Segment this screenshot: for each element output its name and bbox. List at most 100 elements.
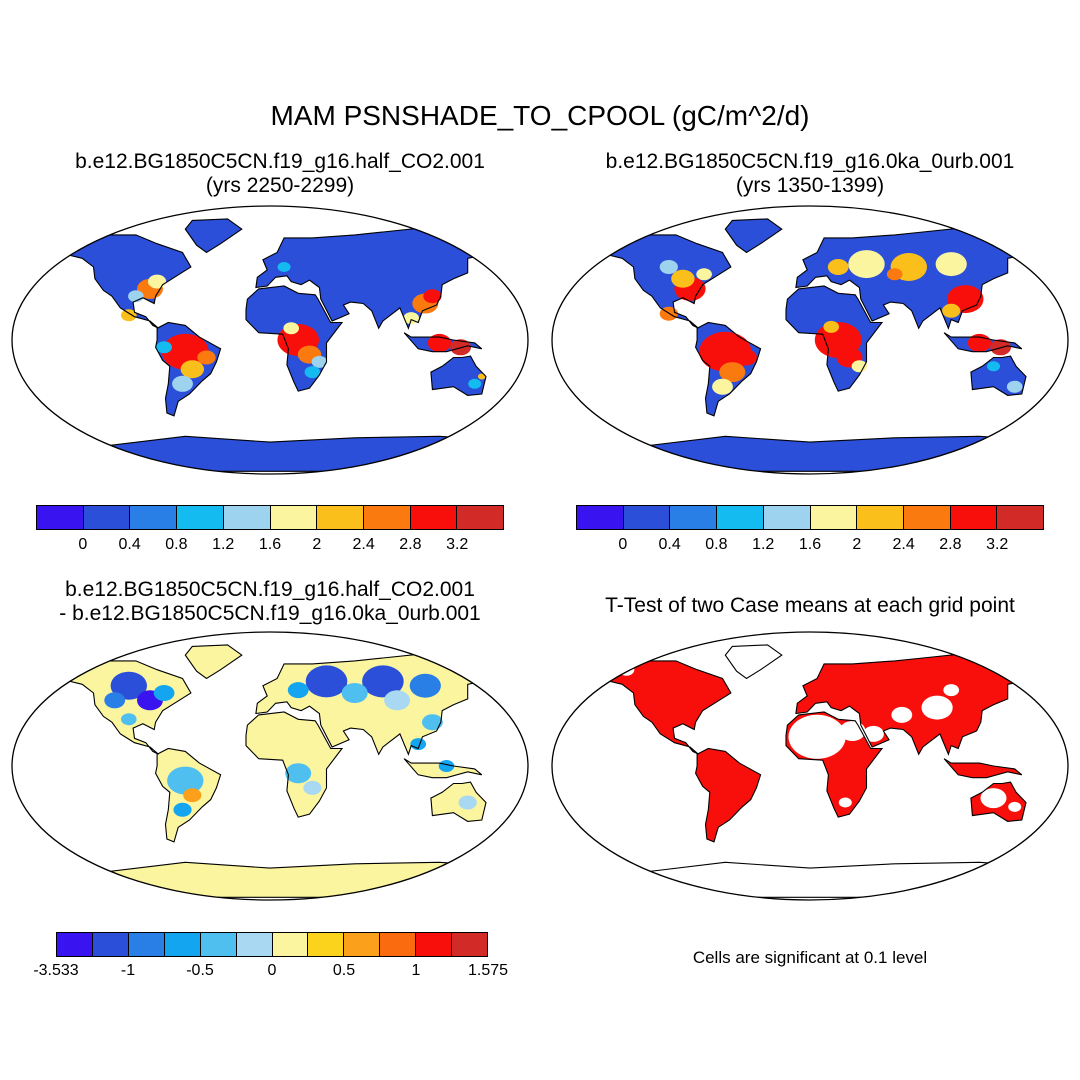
colorbar-tick-label: 1.2 [212, 536, 235, 553]
colorbar-swatch [272, 933, 309, 956]
colorbar-swatch [903, 506, 951, 529]
coastline-eurasia [795, 227, 1063, 330]
panel-3-colorbar [56, 932, 488, 957]
panel-2-title-line1: b.e12.BG1850C5CN.f19_g16.0ka_0urb.001 [605, 150, 1015, 173]
field-patch [156, 341, 172, 354]
panel-4-title-line1: T-Test of two Case means at each grid po… [605, 594, 1015, 617]
colorbar-swatch [416, 933, 453, 956]
colorbar-swatch [164, 933, 201, 956]
colorbar-tick-label: 0.8 [705, 536, 728, 553]
coastline-greenland [184, 644, 243, 680]
field-patch [736, 349, 757, 366]
field-patch [121, 309, 137, 322]
field-patch [148, 274, 167, 289]
colorbar-tick-label: 2.4 [352, 536, 375, 553]
panel-1-map [11, 205, 529, 475]
coastline-indonesia [943, 758, 1023, 779]
colorbar-tick-label: 0 [78, 536, 88, 553]
colorbar-tick-label: 3.2 [446, 536, 469, 553]
colorbar-tick-label: -3.533 [33, 962, 79, 979]
colorbar-swatch [308, 933, 345, 956]
panel-3-title: b.e12.BG1850C5CN.f19_g16.half_CO2.001 - … [20, 578, 520, 626]
colorbar-tick-label: 0.8 [165, 536, 188, 553]
field-patch [851, 360, 868, 373]
field-patch [935, 252, 967, 277]
field-patch [311, 355, 328, 368]
field-patch [1008, 801, 1022, 812]
coastline-antarctica [555, 435, 1065, 472]
field-patch [719, 362, 746, 383]
field-patch [305, 665, 348, 698]
colorbar-swatch [457, 506, 504, 529]
land-eurasia [255, 227, 522, 329]
coastline-greenland [724, 644, 783, 680]
field-patch [659, 260, 678, 274]
coastline-samerica [155, 321, 222, 417]
significance-note: Cells are significant at 0.1 level [692, 948, 928, 967]
field-patch [696, 268, 712, 281]
colorbar-swatch [670, 506, 718, 529]
colorbar-swatch [380, 933, 417, 956]
field-patch [303, 780, 322, 795]
map-border [11, 205, 529, 475]
coastline-australia [430, 355, 487, 396]
colorbar-tick-label: 1.2 [752, 536, 775, 553]
coastline-namerica [36, 234, 192, 329]
field-patch [823, 320, 839, 333]
land-greenland [185, 218, 242, 253]
coastline-africa [785, 711, 884, 818]
field-patch [848, 250, 885, 279]
map-border [551, 205, 1069, 475]
field-patch [943, 684, 959, 697]
field-patch [838, 797, 852, 808]
field-patch [423, 289, 442, 304]
colorbar-swatch [200, 933, 237, 956]
field-patch [180, 360, 204, 379]
field-patch [183, 788, 202, 803]
coastline-australia [970, 781, 1027, 822]
colorbar-tick-label: 2.8 [399, 536, 422, 553]
land-namerica [577, 660, 731, 755]
field-patch [161, 333, 209, 370]
panel-2-colorbar [576, 505, 1044, 530]
coastline-eurasia [255, 227, 523, 330]
panel-1-colorbar [36, 505, 504, 530]
colorbar-swatch [857, 506, 904, 529]
land-samerica [695, 748, 761, 842]
coastline-indonesia [403, 758, 483, 779]
panel-3-map [11, 631, 529, 901]
field-patch [287, 682, 309, 699]
colorbar-tick-label: 0 [618, 536, 628, 553]
field-patch [891, 706, 913, 723]
coastline-australia [430, 781, 487, 822]
colorbar-swatch [83, 506, 131, 529]
colorbar-tick-label: 2.8 [939, 536, 962, 553]
colorbar-tick-label: 1.6 [798, 536, 822, 553]
colorbar-tick-label: 1.575 [467, 962, 509, 979]
colorbar-tick-label: -0.5 [186, 962, 214, 979]
field-patch [671, 269, 695, 288]
coastline-antarctica [15, 861, 525, 898]
field-patch [477, 373, 486, 380]
coastline-greenland [184, 218, 243, 254]
field-patch [172, 375, 193, 392]
field-patch [167, 766, 204, 795]
field-patch [173, 802, 192, 817]
field-patch [341, 683, 368, 703]
field-patch [409, 673, 441, 698]
coastline-africa [785, 285, 884, 392]
panel-2-title: b.e12.BG1850C5CN.f19_g16.0ka_0urb.001 (y… [560, 150, 1060, 198]
field-patch [438, 760, 455, 772]
colorbar-tick-label: 1.6 [258, 536, 282, 553]
field-patch [788, 714, 846, 759]
field-patch [121, 713, 137, 726]
panel-3-title-line2: - b.e12.BG1850C5CN.f19_g16.0ka_0urb.001 [59, 602, 481, 625]
coastline-africa [245, 285, 344, 392]
colorbar-swatch [317, 506, 364, 529]
colorbar-swatch [363, 506, 411, 529]
colorbar-swatch [810, 506, 858, 529]
coastline-antarctica [15, 435, 525, 472]
coastline-samerica [695, 747, 762, 843]
panel-4-map [551, 631, 1069, 901]
colorbar-tick-label: 2 [852, 536, 862, 553]
